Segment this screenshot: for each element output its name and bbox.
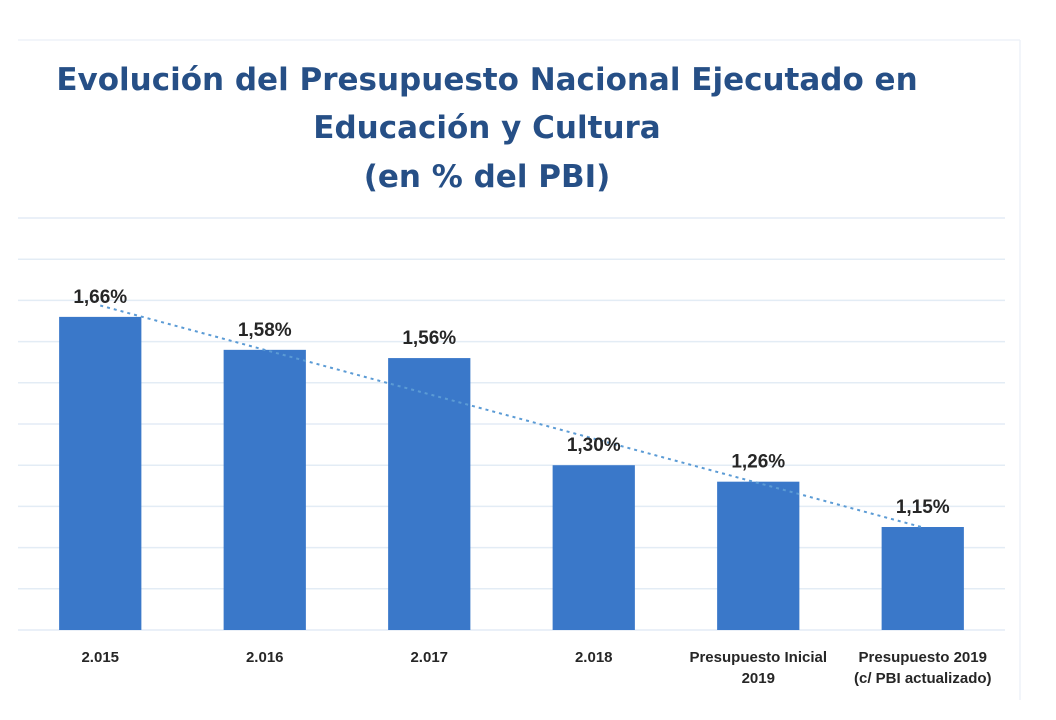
x-tick-label: Presupuesto Inicial 2019 [689,649,827,687]
chart-title: Evolución del Presupuesto Nacional Ejecu… [56,62,917,195]
x-axis-tick-labels: 2.015 2.016 2.017 2.018 Presupuesto Inicial 2… [81,649,991,687]
chart-panel [18,39,1021,700]
x-tick-label-line: 2019 [742,670,775,687]
bar [552,465,635,630]
x-tick-label-line: 2.015 [81,649,119,666]
x-tick-label-line: (c/ PBI actualizado) [854,670,992,687]
trendline-layer [99,304,924,529]
bar-series [59,316,964,630]
x-tick-label: 2.015 [81,649,119,666]
trendline [99,304,924,529]
x-tick-label-line: 2.018 [575,649,613,666]
x-tick-label: 2.017 [410,649,448,666]
x-tick-label: 2.018 [575,649,613,666]
data-label: 1,56% [402,328,456,349]
chart-title-line-1: Evolución del Presupuesto Nacional Ejecu… [56,62,917,98]
gridlines [18,217,1005,631]
x-tick-label-line: 2.016 [246,649,284,666]
bar [388,358,471,630]
data-labels: 1,66% 1,58% 1,56% 1,30% 1,26% 1,15% [73,287,949,518]
data-label: 1,66% [73,287,127,308]
data-label: 1,26% [731,452,785,473]
chart-title-line-3: (en % del PBI) [364,159,611,195]
x-tick-label-line: 2.017 [410,649,448,666]
data-label: 1,30% [567,435,621,456]
data-label: 1,15% [896,497,950,518]
bar [717,481,800,630]
x-tick-label: Presupuesto 2019 (c/ PBI actualizado) [854,649,992,687]
x-tick-label: 2.016 [246,649,284,666]
data-label: 1,58% [238,320,292,341]
x-tick-label-line: Presupuesto 2019 [859,649,987,666]
bar [223,349,306,630]
x-tick-label-line: Presupuesto Inicial [689,649,827,666]
chart-title-line-2: Educación y Cultura [313,110,660,146]
bar [881,527,964,630]
bar [59,316,142,630]
